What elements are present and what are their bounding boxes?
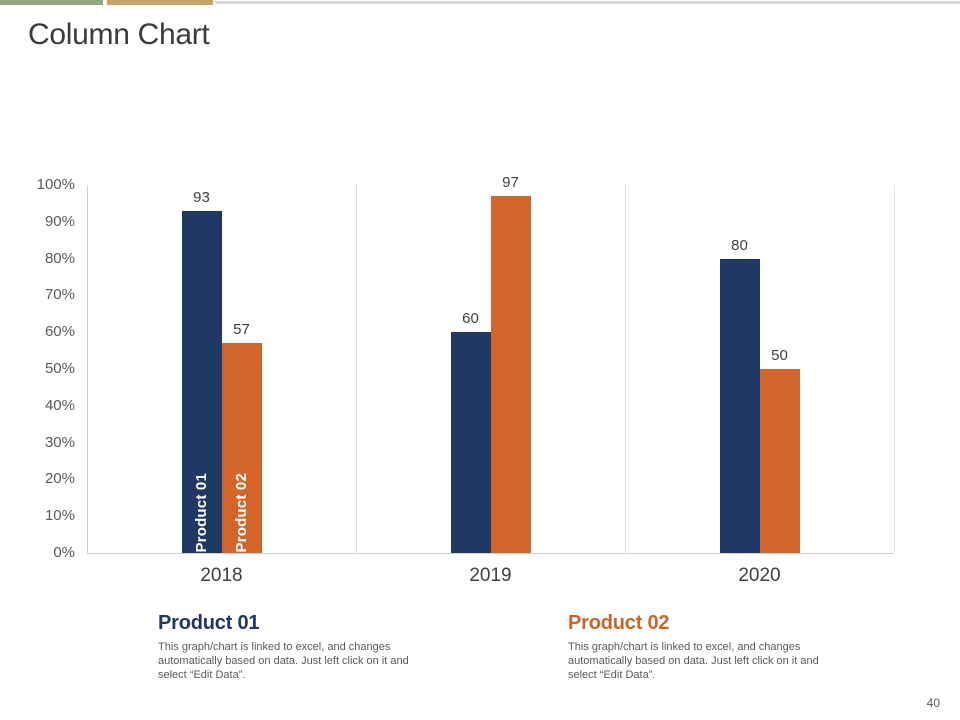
legend-product-01-heading: Product 01 <box>158 612 260 634</box>
y-axis-line <box>87 185 88 553</box>
plot-gridline-vertical <box>894 185 895 553</box>
bar-product-01-2018[interactable]: Product 01 <box>181 210 222 553</box>
y-axis-tick-label: 20% <box>44 470 75 488</box>
bar-value-label: 93 <box>193 188 210 206</box>
accent-stripe-green <box>0 0 103 5</box>
x-axis-category-label: 2020 <box>738 565 781 586</box>
y-axis-tick-label: 100% <box>36 176 75 193</box>
y-axis-tick-label: 40% <box>44 396 75 414</box>
bar-product-02-2020[interactable] <box>759 369 800 553</box>
bar-value-label: 80 <box>731 236 748 254</box>
bar-product-01-2019[interactable] <box>450 332 491 553</box>
bar-product-02-2019[interactable] <box>490 196 531 553</box>
bar-series-label: Product 02 <box>233 473 250 553</box>
legend-product-01-description: This graph/chart is linked to excel, and… <box>158 641 409 681</box>
legend-product-02-description: This graph/chart is linked to excel, and… <box>568 641 819 681</box>
y-axis-tick-label: 50% <box>44 360 75 377</box>
y-axis-tick-label: 30% <box>44 433 75 451</box>
x-axis-category-label: 2019 <box>469 565 512 586</box>
page-title: Column Chart <box>28 18 210 51</box>
plot-gridline-vertical <box>625 185 626 553</box>
y-axis-tick-label: 80% <box>44 249 75 267</box>
bar-series-label: Product 01 <box>193 473 210 553</box>
legend-product-01: Product 01 This graph/chart is linked to… <box>158 612 458 682</box>
y-axis-tick-label: 0% <box>53 544 75 561</box>
accent-stripe-gray <box>215 1 960 4</box>
bar-product-02-2018[interactable]: Product 02 <box>221 343 262 553</box>
y-axis-tick-label: 10% <box>44 507 75 525</box>
bar-value-label: 97 <box>502 174 519 192</box>
legend-product-02-heading: Product 02 <box>568 612 670 634</box>
y-axis-tick-label: 70% <box>44 286 75 304</box>
bar-value-label: 57 <box>233 321 250 339</box>
bar-value-label: 50 <box>771 347 788 364</box>
accent-stripe-tan <box>107 0 213 5</box>
x-axis-category-label: 2018 <box>200 565 243 586</box>
page-number: 40 <box>926 696 940 710</box>
x-axis-line <box>87 553 894 554</box>
bar-product-01-2020[interactable] <box>719 258 760 553</box>
plot-gridline-vertical <box>356 185 357 553</box>
legend-product-02: Product 02 This graph/chart is linked to… <box>568 612 868 682</box>
y-axis-tick-label: 60% <box>44 323 75 341</box>
y-axis-tick-label: 90% <box>44 212 75 230</box>
bar-value-label: 60 <box>462 310 479 328</box>
